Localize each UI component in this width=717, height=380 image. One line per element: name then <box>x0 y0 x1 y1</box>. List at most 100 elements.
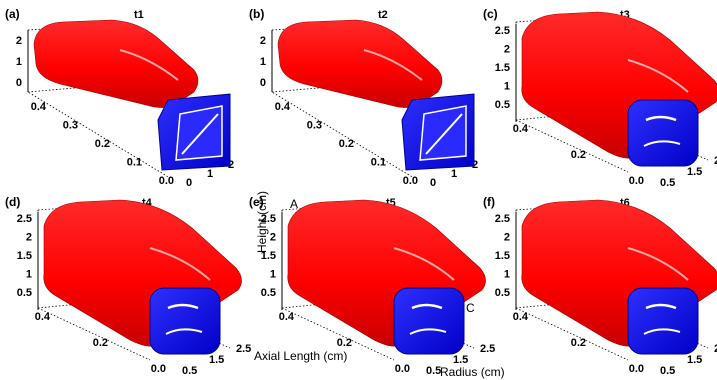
panel-letter: (b) <box>249 7 264 21</box>
panel-a: (a) t1 2 1 0 0.4 0.3 0.2 0.1 0.0 0 1 2 <box>5 7 234 189</box>
axial-tick-label: 0.2 <box>337 337 352 349</box>
radius-tick-label: 2.5 <box>236 343 251 355</box>
z-tick-label: 0 <box>260 77 266 89</box>
axial-tick-label: 0.0 <box>403 175 418 187</box>
radius-tick-label: 2.5 <box>714 343 717 355</box>
cross-section-highlight <box>645 303 677 310</box>
panel-f: (f)t62.521.510.50.40.20.00.51.52.5 <box>483 195 717 377</box>
cross-section-highlight <box>643 328 681 335</box>
radius-tick-label: 1.5 <box>687 354 702 366</box>
radius-tick-label: 1.5 <box>687 166 702 178</box>
axial-tick-label: 0.4 <box>35 311 51 323</box>
z-tick-label: 2.5 <box>261 213 276 225</box>
axial-tick-label: 0.2 <box>571 337 586 349</box>
z-tick-label: 1 <box>260 56 266 68</box>
radius-tick-label: 0.5 <box>182 365 197 377</box>
axial-tick-label: 0.2 <box>571 149 586 161</box>
panel-time-label: t3 <box>620 9 630 21</box>
z-tick-label: 1 <box>270 269 276 281</box>
axial-tick-label: 0.0 <box>629 363 644 375</box>
panel-b: (b) t2 2 1 0 0.4 0.3 0.2 0.1 0.0 0 1 2 <box>249 7 478 189</box>
z-tick-label: 2 <box>270 232 276 244</box>
panel-time-label: t4 <box>142 197 153 209</box>
radius-tick-label: 0.5 <box>660 365 675 377</box>
radius-tick-label: 0 <box>430 177 436 189</box>
radius-tick-label: 1 <box>207 168 213 180</box>
marker-c: C <box>466 301 475 315</box>
cross-section-highlight <box>425 113 463 155</box>
panel-letter: (d) <box>5 195 20 209</box>
surface-highlight <box>149 247 211 281</box>
z-tick-label: 1.5 <box>495 250 510 262</box>
axial-tick-label: 0.0 <box>629 175 644 187</box>
cross-section-highlight <box>165 328 203 335</box>
panel-time-label: t2 <box>378 9 388 21</box>
radius-tick-label: 1.5 <box>209 354 224 366</box>
z-tick-label: 0.5 <box>495 287 510 299</box>
radius-tick-label: 2 <box>472 159 478 171</box>
cross-section-highlight <box>645 115 677 122</box>
blue-cross-section <box>627 287 699 355</box>
surface-highlight <box>627 59 689 93</box>
blue-cross-section <box>149 287 221 355</box>
radius-tick-label: 2.5 <box>480 343 495 355</box>
radius-tick-label: 0.5 <box>660 177 675 189</box>
z-tick-label: 2.5 <box>17 213 32 225</box>
cross-section-highlight <box>643 140 681 147</box>
surface-highlight <box>393 247 455 281</box>
panel-time-label: t5 <box>386 197 396 209</box>
radius-tick-label: 2 <box>228 159 234 171</box>
z-tick-label: 1 <box>504 81 510 93</box>
axial-tick-label: 0.2 <box>93 337 108 349</box>
panel-d: (d) t42.521.510.50.40.20.0 0.51.52.5 <box>5 195 251 377</box>
red-body-surface <box>33 19 199 108</box>
z-tick-label: 2.5 <box>495 25 510 37</box>
axial-tick-label: 0.1 <box>127 157 142 169</box>
z-tick-label: 2 <box>504 44 510 56</box>
z-tick-label: 0.5 <box>17 287 32 299</box>
axial-tick-label: 0.0 <box>159 175 174 187</box>
axial-tick-label: 0.4 <box>513 123 529 135</box>
panel-letter: (c) <box>483 7 498 21</box>
surface-highlight <box>627 247 689 281</box>
cross-section-highlight <box>181 113 219 155</box>
z-tick-label: 2.5 <box>495 213 510 225</box>
radius-tick-label: 1 <box>451 168 457 180</box>
axial-tick-label: 0.1 <box>371 157 386 169</box>
radius-tick-label: 2.5 <box>714 155 717 167</box>
panel-time-label: t6 <box>620 197 630 209</box>
axial-tick-label: 0.4 <box>275 101 291 113</box>
cross-section-highlight <box>167 303 199 310</box>
blue-cross-section <box>393 287 465 355</box>
axial-tick-label: 0.2 <box>95 138 110 150</box>
panel-time-label: t1 <box>134 9 144 21</box>
radius-tick-label: 0.5 <box>426 365 441 377</box>
red-body-surface <box>277 19 443 108</box>
radius-axis-label: Radius (cm) <box>440 365 505 379</box>
radius-tick-label: 0 <box>186 177 192 189</box>
z-tick-label: 2 <box>260 35 266 47</box>
radius-tick-label: 1.5 <box>453 354 468 366</box>
z-tick-label: 1 <box>504 269 510 281</box>
axial-tick-label: 0.4 <box>279 311 295 323</box>
marker-a: A <box>290 197 298 211</box>
axial-tick-label: 0.3 <box>307 120 322 132</box>
panel-letter: (e) <box>249 195 264 209</box>
panel-letter: (a) <box>5 7 20 21</box>
axial-tick-label: 0.4 <box>31 101 47 113</box>
z-tick-label: 2 <box>26 232 32 244</box>
axial-tick-label: 0.2 <box>339 138 354 150</box>
blue-cross-section <box>627 99 699 167</box>
axial-tick-label: 0.0 <box>151 363 166 375</box>
panel-letter: (f) <box>483 195 495 209</box>
panel-c: (c)t32.521.510.50.40.20.00.51.52.5 <box>483 7 717 189</box>
z-tick-label: 0 <box>16 77 22 89</box>
z-tick-label: 0.5 <box>261 287 276 299</box>
surface-highlight <box>363 49 423 81</box>
axial-tick-label: 0.4 <box>513 311 529 323</box>
z-tick-label: 2 <box>16 35 22 47</box>
z-tick-label: 2 <box>504 232 510 244</box>
axial-tick-label: 0.3 <box>63 120 78 132</box>
